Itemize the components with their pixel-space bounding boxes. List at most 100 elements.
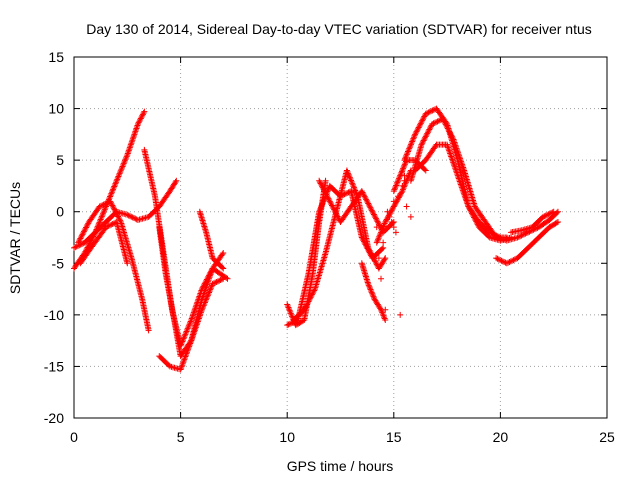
y-tick-label: 5	[56, 152, 64, 168]
data-point	[414, 125, 421, 132]
data-point	[440, 117, 447, 124]
data-point	[186, 343, 193, 350]
data-point	[321, 187, 328, 194]
data-point	[107, 198, 114, 205]
data-point	[350, 183, 357, 190]
data-point	[441, 118, 448, 125]
data-point	[108, 221, 115, 228]
data-point	[458, 184, 465, 191]
data-point	[179, 360, 186, 367]
data-point	[218, 276, 225, 283]
data-point	[182, 329, 189, 336]
data-point	[395, 194, 402, 201]
data-point	[382, 219, 389, 226]
data-point	[181, 356, 188, 363]
data-point	[405, 148, 412, 155]
data-point	[371, 212, 378, 219]
data-point	[366, 283, 373, 290]
data-point	[116, 170, 123, 177]
data-point	[206, 275, 213, 282]
data-point	[117, 167, 124, 174]
data-point	[394, 197, 401, 204]
data-point	[208, 269, 215, 276]
data-point	[370, 293, 377, 300]
data-point	[185, 322, 192, 329]
data-point	[371, 294, 378, 301]
data-point	[511, 256, 518, 263]
data-point	[462, 194, 469, 201]
data-point	[385, 212, 392, 219]
data-point	[428, 108, 435, 115]
data-point	[458, 182, 465, 189]
data-point	[388, 207, 395, 214]
x-tick-label: 10	[279, 429, 295, 445]
data-point	[71, 244, 77, 251]
data-point	[82, 225, 89, 232]
data-point	[541, 213, 548, 220]
data-point	[188, 315, 195, 322]
data-point	[424, 129, 431, 136]
data-point	[411, 132, 418, 139]
data-point	[104, 223, 111, 230]
data-point	[364, 199, 371, 206]
data-point	[108, 189, 115, 196]
data-point	[382, 255, 389, 262]
data-point	[284, 303, 291, 310]
data-point	[446, 147, 453, 154]
data-point	[187, 340, 194, 347]
data-point	[540, 213, 547, 220]
data-point	[77, 235, 84, 242]
data-point	[420, 114, 427, 121]
data-point	[441, 120, 448, 127]
data-point	[333, 210, 340, 217]
data-point	[303, 302, 310, 309]
data-point	[129, 137, 136, 144]
data-point	[455, 151, 462, 158]
data-point	[139, 112, 146, 119]
data-point	[110, 203, 117, 210]
data-point	[358, 188, 365, 195]
data-point	[101, 200, 108, 207]
data-point	[425, 109, 432, 116]
data-point	[459, 163, 466, 170]
data-point	[306, 295, 313, 302]
data-point	[223, 274, 230, 281]
data-point	[128, 140, 135, 147]
data-point	[321, 188, 328, 195]
data-point	[460, 188, 467, 195]
data-point	[369, 253, 376, 260]
data-point	[460, 165, 467, 172]
data-point	[112, 208, 119, 215]
data-point	[450, 159, 457, 166]
data-point	[444, 141, 451, 148]
data-point	[189, 312, 196, 319]
x-tick-label: 20	[493, 429, 509, 445]
data-point	[188, 317, 195, 324]
data-point	[286, 320, 293, 327]
data-point	[368, 287, 375, 294]
data-point	[123, 153, 130, 160]
data-point	[127, 143, 134, 150]
data-point	[128, 213, 135, 220]
data-point	[78, 240, 85, 247]
data-point	[86, 240, 93, 247]
data-point	[366, 203, 373, 210]
data-point	[376, 232, 383, 239]
y-tick-label: 0	[56, 204, 64, 220]
data-point	[431, 119, 438, 126]
data-point	[180, 359, 187, 366]
data-point	[115, 213, 122, 220]
data-point	[75, 238, 82, 245]
data-point	[390, 204, 397, 211]
data-point	[375, 219, 382, 226]
data-point	[289, 313, 296, 320]
data-point	[375, 255, 382, 262]
data-point	[460, 190, 467, 197]
data-point	[320, 186, 327, 193]
data-point	[306, 297, 313, 304]
data-point	[418, 141, 425, 148]
data-point	[445, 144, 452, 151]
data-point	[388, 219, 395, 226]
data-point	[455, 174, 462, 181]
data-point	[111, 183, 118, 190]
